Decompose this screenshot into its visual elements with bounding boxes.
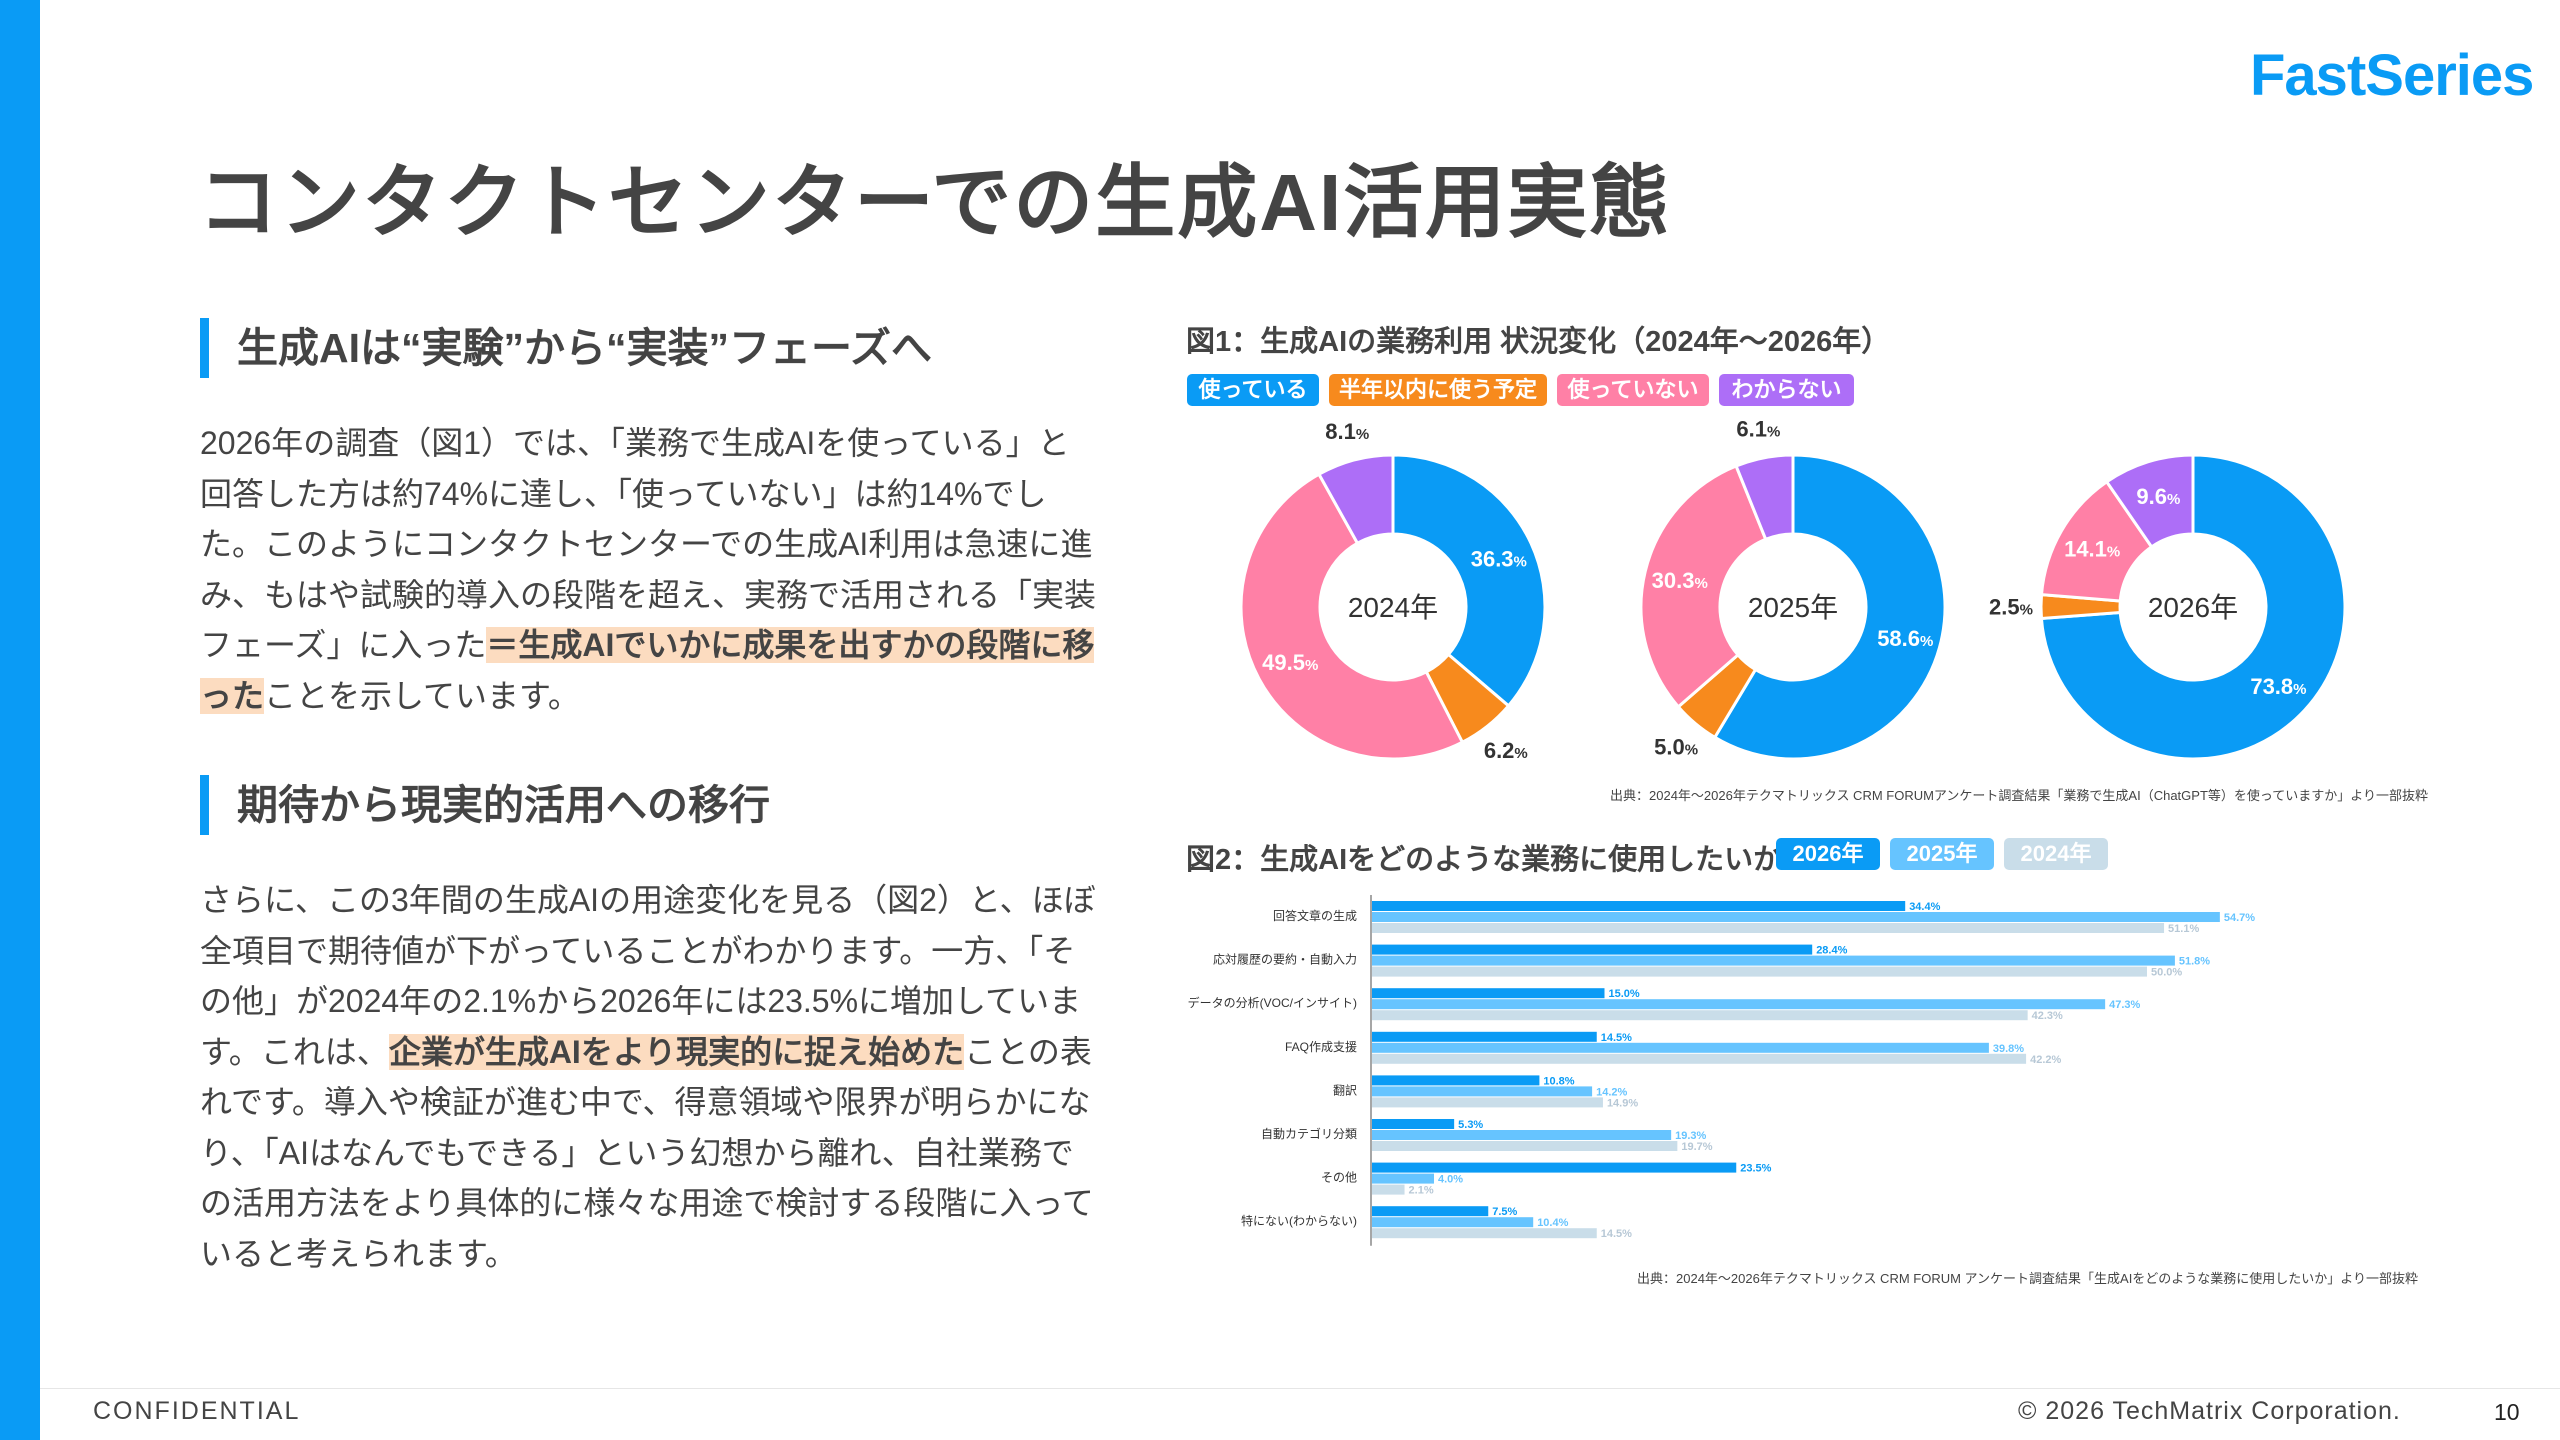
legend-item: わからない (1719, 374, 1854, 406)
page-number: 10 (2494, 1399, 2520, 1425)
donut-center-label: 2025年 (1748, 592, 1838, 623)
donut-slice (1316, 453, 1395, 546)
highlight-text: 企業が生成AIをより現実的に捉え始めた (388, 1033, 965, 1070)
donut-slice (1239, 472, 1465, 761)
slice-label: 5.0% (1654, 735, 1698, 760)
donut-slice (1734, 453, 1795, 542)
section-heading-1: 生成AIは“実験”から“実装”フェーズへ (200, 318, 932, 378)
body-text: 2026年の調査（図1）では、「業務で生成AIを使っている」と回答した方は約74… (200, 425, 1097, 663)
section-body-2: さらに、この3年間の生成AIの用途変化を見る（図2）と、ほぼ全項目で期待値が下が… (200, 875, 1100, 1279)
slice-label: 8.1% (1325, 419, 1369, 444)
donut-center-label: 2026年 (2148, 592, 2238, 623)
donut-slice (1712, 453, 1947, 761)
confidential-label: CONFIDENTIAL (93, 1397, 301, 1425)
legend-item: 使っていない (1557, 374, 1709, 406)
figure2-source: 出典：2024年〜2026年テクマトリックス CRM FORUM アンケート調査… (1637, 1271, 2419, 1286)
donut-2025年: 58.6%5.0%30.3%6.1%2025年 (1639, 416, 1947, 761)
figure1-source: 出典：2024年〜2026年テクマトリックス CRM FORUMアンケート調査結… (1610, 788, 2428, 803)
body-text: ことを示しています。 (264, 677, 580, 714)
donut-slice (1391, 453, 1547, 708)
figure2-title: 図2：生成AIをどのような業務に使用したいか (1186, 844, 1783, 876)
legend-item: 半年以内に使う予定 (1329, 374, 1547, 406)
legend-item: 2024年 (2004, 838, 2108, 870)
legend-item: 2026年 (1776, 838, 1880, 870)
donut-2024年: 36.3%6.2%49.5%8.1%2024年 (1239, 419, 1547, 763)
page-title: コンタクトセンターでの生成AI活用実態 (198, 158, 1672, 247)
section-body-1: 2026年の調査（図1）では、「業務で生成AIを使っている」と回答した方は約74… (200, 418, 1100, 721)
fastseries-logo: FastSeries (2250, 43, 2534, 108)
body-text: ことの表れです。導入や検証が進む中で、得意領域や限界が明らかになり、「AIはなん… (200, 1033, 1094, 1272)
figure1-title: 図1：生成AIの業務利用 状況変化（2024年〜2026年） (1186, 326, 1891, 358)
left-accent-bar (0, 0, 40, 1440)
slice-label: 14.1% (2064, 537, 2120, 562)
body-text: さらに、この3年間の生成AIの用途変化を見る（図2）と、ほぼ全項目で期待値が下が… (200, 882, 1096, 1070)
legend-item: 使っている (1187, 374, 1319, 406)
slice-label: 9.6% (2136, 484, 2180, 509)
slice-label: 6.1% (1736, 416, 1780, 441)
slice-label: 6.2% (1484, 738, 1528, 763)
donut-slice (1639, 464, 1768, 709)
copyright: © 2026 TechMatrix Corporation. (2018, 1397, 2401, 1425)
legend-item: 2025年 (1890, 838, 1994, 870)
donut-slice (2039, 453, 2347, 761)
donut-2026年: 73.8%2.5%14.1%9.6%2026年 (1989, 453, 2347, 761)
footer-divider (40, 1388, 2560, 1389)
donut-slice (2104, 453, 2195, 549)
donut-center-label: 2024年 (1348, 592, 1438, 623)
section-heading-2: 期待から現実的活用への移行 (200, 775, 770, 835)
slice-label: 2.5% (1989, 594, 2033, 619)
